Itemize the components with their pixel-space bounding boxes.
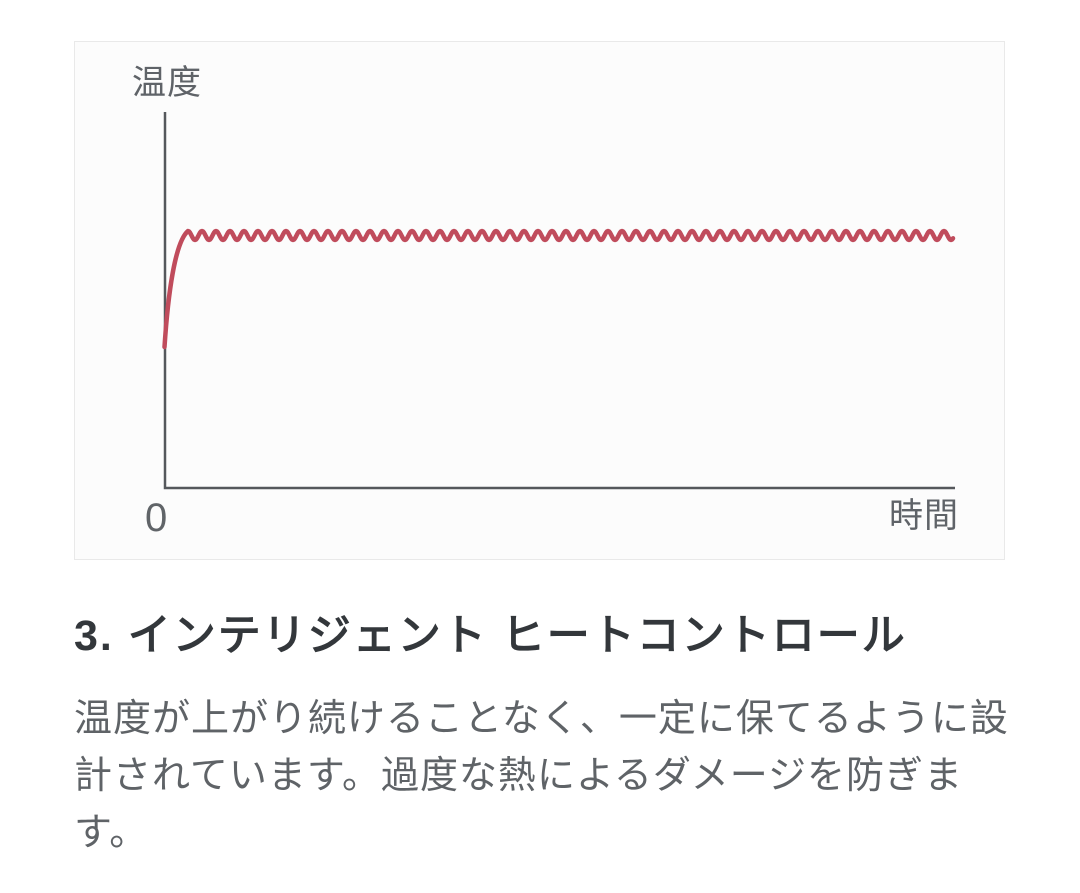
temperature-chart <box>162 112 956 490</box>
chart-panel: 温度 0 時間 <box>74 41 1005 560</box>
x-axis-label: 時間 <box>889 497 959 535</box>
axes-line <box>163 112 955 490</box>
origin-tick-label: 0 <box>145 496 168 540</box>
section-heading: 3. インテリジェント ヒートコントロール <box>74 612 907 660</box>
section-body: 温度が上がり続けることなく、一定に保てるように設 計されています。過度な熱による… <box>74 691 1034 862</box>
y-axis-label: 温度 <box>132 64 202 102</box>
body-line: 温度が上がり続けることなく、一定に保てるように設 <box>74 698 1009 740</box>
body-line: す。 <box>74 812 149 854</box>
body-line: 計されています。過度な熱によるダメージを防ぎま <box>74 755 964 797</box>
temperature-curve <box>162 228 956 350</box>
